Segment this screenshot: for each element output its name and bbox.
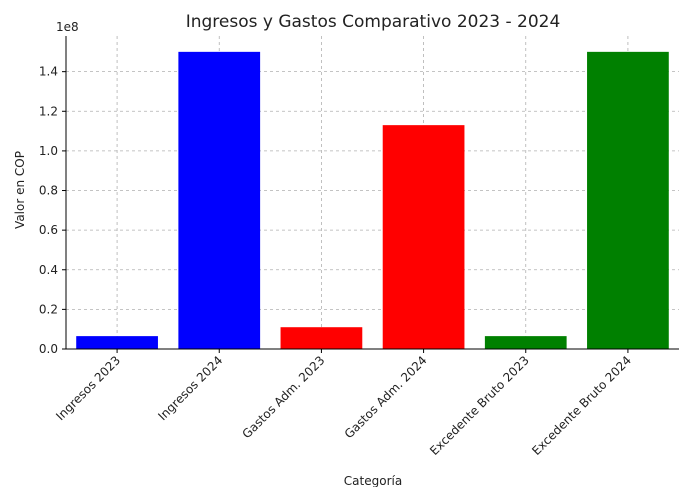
chart-title: Ingresos y Gastos Comparativo 2023 - 202…	[186, 12, 561, 32]
tick-labels: 0.0 0.2 0.4 0.6 0.8 1.0 1.2 1.4 Ingresos 2023 Ing…	[39, 65, 634, 458]
x-tick-label: Excedente Bruto 2023	[427, 353, 532, 458]
y-tick-label: 1.0	[39, 144, 58, 158]
x-tick-label: Ingresos 2023	[53, 353, 123, 423]
y-tick-label: 1.4	[39, 65, 58, 79]
y-tick-label: 0.8	[39, 184, 58, 198]
bar	[382, 125, 465, 349]
bar	[587, 51, 669, 349]
bars	[76, 51, 669, 349]
x-tick-label: Gastos Adm. 2024	[342, 353, 430, 441]
y-tick-label: 0.0	[39, 342, 58, 356]
bar	[484, 336, 567, 349]
x-tick-label: Excedente Bruto 2024	[529, 353, 634, 458]
x-axis-label: Categoría	[344, 474, 402, 487]
axes	[62, 36, 679, 353]
bar	[178, 51, 261, 349]
offset-label: 1e8	[56, 20, 79, 34]
y-axis-label: Valor en COP	[13, 151, 27, 229]
y-tick-label: 0.4	[39, 263, 58, 277]
y-tick-label: 1.2	[39, 104, 58, 118]
y-tick-label: 0.2	[39, 302, 58, 316]
x-tick-label: Ingresos 2024	[155, 353, 225, 423]
bar	[280, 327, 363, 349]
bar	[76, 336, 158, 349]
y-tick-label: 0.6	[39, 223, 58, 237]
x-tick-label: Gastos Adm. 2023	[240, 353, 328, 441]
